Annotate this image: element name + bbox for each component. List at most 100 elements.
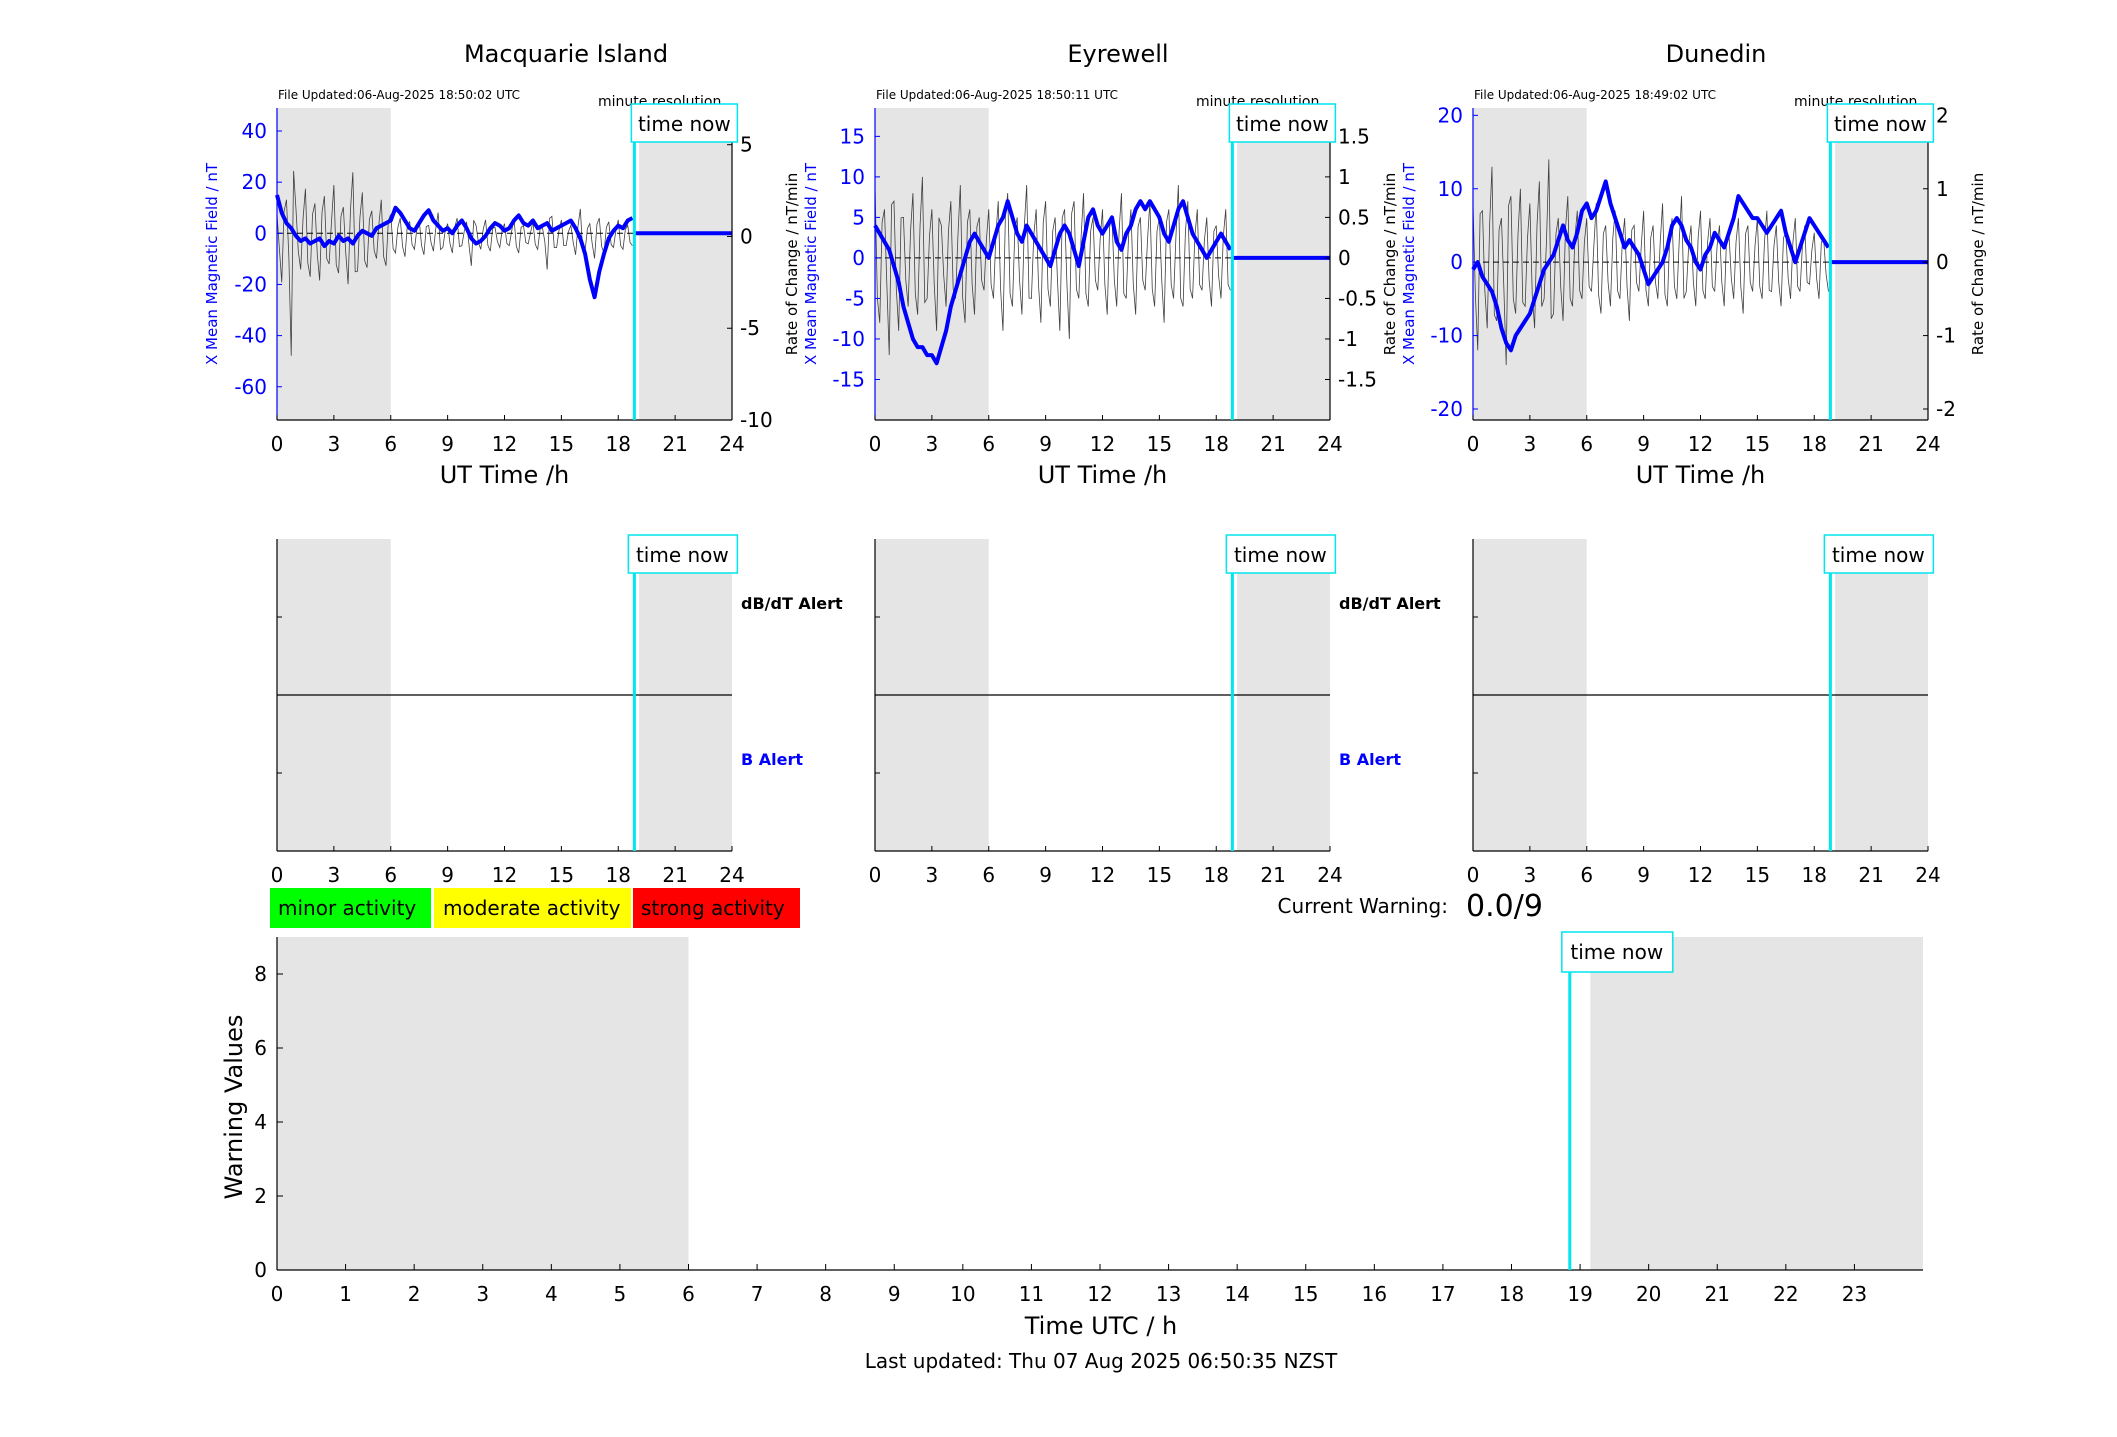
x-tick-label: 12 [1090,863,1115,887]
x-tick-label: 0 [869,432,882,456]
strong-activity-label: strong activity [641,896,785,920]
warning-x-label: Time UTC / h [1024,1312,1178,1340]
y-tick-label: 0 [254,1258,267,1282]
time-now-box [627,534,739,574]
x-tick-label: 0 [1467,432,1480,456]
x-axis-label: UT Time /h [1038,461,1168,489]
time-now-box [1561,931,1674,973]
station-title: Eyrewell [1067,40,1168,68]
alert-panels: 0 3 6 9 12 15 18 21 24 time now 0 3 6 9 12 15 18 21 24 time… [271,534,1941,887]
left-tick-label: -40 [234,324,267,348]
station-panel: 40 20 0 -20 -40 -60 5 0 -5 -10 0 3 6 9 12 15 18 21 24 UT Ti… [203,103,773,489]
left-tick-label: 0 [254,221,267,245]
x-tick-label: 12 [1688,863,1713,887]
x-tick-label: 24 [1317,432,1342,456]
x-tick-label: 21 [662,863,687,887]
x-tick-label: 18 [1499,1282,1524,1306]
x-tick-label: 9 [1039,863,1052,887]
night-shade [1237,108,1330,420]
x-tick-label: 0 [271,432,284,456]
left-tick-label: 20 [242,170,267,194]
moderate-activity-swatch [434,888,631,928]
x-axis-label: UT Time /h [1636,461,1766,489]
x-tick-label: 12 [492,432,517,456]
night-shade [639,108,732,420]
last-updated: Last updated: Thu 07 Aug 2025 06:50:35 N… [865,1349,1338,1373]
x-tick-label: 3 [476,1282,489,1306]
x-tick-label: 15 [1293,1282,1318,1306]
x-tick-label: 19 [1567,1282,1592,1306]
rate-y-axis-label: Rate of Change / nT/min [783,173,801,355]
left-tick-label: 0 [852,246,865,270]
station-title: Dunedin [1666,40,1767,68]
x-tick-label: 9 [1637,863,1650,887]
x-tick-label: 6 [682,1282,695,1306]
right-tick-label: -1 [1338,327,1358,351]
station-panel: 15 10 5 0 -5 -10 -15 1.5 1 0.5 0 -0.5 -1 -1.5 0 3 6 9 12 15… [783,103,1377,489]
x-tick-label: 15 [1147,863,1172,887]
file-updated-text: File Updated:06-Aug-2025 18:50:02 UTC [278,88,520,102]
moderate-activity-label: moderate activity [443,896,621,920]
left-tick-label: 5 [852,205,865,229]
x-tick-label: 15 [1147,432,1172,456]
file-updated-text: File Updated:06-Aug-2025 18:49:02 UTC [1474,88,1716,102]
x-tick-label: 20 [1636,1282,1661,1306]
dbdt-alert-label: dB/dT Alert [741,594,843,613]
x-tick-label: 17 [1430,1282,1455,1306]
time-now-box [630,103,739,143]
x-tick-label: 15 [1745,863,1770,887]
x-tick-label: 9 [441,863,454,887]
alert-panel: 0 3 6 9 12 15 18 21 24 time now [869,534,1343,887]
dbdt-alert-label: dB/dT Alert [1339,594,1441,613]
right-tick-label: 1 [1936,177,1949,201]
strong-activity-swatch [633,888,800,928]
right-tick-label: 0 [1936,250,1949,274]
x-tick-label: 18 [1204,863,1229,887]
y-tick-label: 4 [254,1110,267,1134]
current-warning: Current Warning: 0.0/9 [1278,889,1543,924]
alert-labels: dB/dT Alert B Alert dB/dT Alert B Alert [741,594,1441,769]
time-now-box [1823,534,1935,574]
time-now-label: time now [1834,112,1927,136]
left-tick-label: -10 [832,327,865,351]
left-y-axis-label: X Mean Magnetic Field / nT [1400,162,1418,365]
x-tick-label: 3 [926,432,939,456]
y-tick-label: 6 [254,1036,267,1060]
x-tick-label: 21 [1858,863,1883,887]
current-warning-label: Current Warning: [1278,894,1448,918]
x-tick-label: 3 [328,432,341,456]
left-tick-label: 15 [840,124,865,148]
x-tick-label: 5 [614,1282,627,1306]
time-now-box [1225,534,1337,574]
left-tick-label: 20 [1438,103,1463,127]
x-tick-label: 24 [1915,863,1940,887]
rate-y-axis-label: Rate of Change / nT/min [1969,173,1987,355]
left-tick-label: 40 [242,119,267,143]
b-alert-label: B Alert [1339,750,1401,769]
x-tick-label: 1 [339,1282,352,1306]
rate-of-change-line [1472,159,1829,365]
x-tick-label: 12 [1087,1282,1112,1306]
left-tick-label: -5 [845,286,865,310]
night-shade [1590,937,1923,1270]
x-tick-label: 6 [982,863,995,887]
x-axis-label: UT Time /h [440,461,570,489]
b-alert-label: B Alert [741,750,803,769]
x-tick-label: 18 [1802,863,1827,887]
time-now-box [1826,103,1935,143]
x-tick-label: 24 [719,863,744,887]
rate-y-axis-label: Rate of Change / nT/min [1381,173,1399,355]
left-tick-label: 10 [840,165,865,189]
x-tick-label: 6 [982,432,995,456]
x-tick-label: 21 [1260,432,1285,456]
x-tick-label: 7 [751,1282,764,1306]
warning-axis-labels: Warning Values Time UTC / h Last updated… [220,1015,1338,1373]
x-tick-label: 14 [1224,1282,1249,1306]
left-tick-label: -60 [234,375,267,399]
x-field-line [275,194,634,300]
right-tick-label: -0.5 [1338,286,1377,310]
x-tick-label: 21 [1260,863,1285,887]
time-now-label: time now [638,112,731,136]
x-tick-label: 3 [926,863,939,887]
